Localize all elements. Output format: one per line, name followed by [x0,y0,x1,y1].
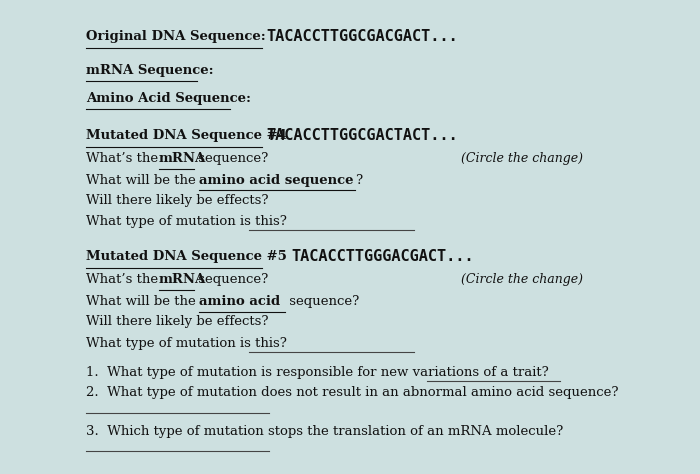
Text: Amino Acid Sequence:: Amino Acid Sequence: [86,92,251,105]
Text: sequence?: sequence? [193,152,268,165]
Text: ?: ? [355,173,362,187]
Text: amino acid sequence: amino acid sequence [199,173,353,187]
Text: (Circle the change): (Circle the change) [461,273,582,286]
Text: mRNA: mRNA [159,273,206,286]
Text: What type of mutation is this?: What type of mutation is this? [86,215,287,228]
Text: sequence?: sequence? [285,295,359,308]
Text: Original DNA Sequence:: Original DNA Sequence: [86,30,266,43]
Text: What type of mutation is this?: What type of mutation is this? [86,337,287,350]
Text: What’s the: What’s the [86,152,162,165]
Text: TACACCTTGGGACGACT...: TACACCTTGGGACGACT... [291,249,474,264]
Text: sequence?: sequence? [193,273,268,286]
Text: 2.  What type of mutation does not result in an abnormal amino acid sequence?: 2. What type of mutation does not result… [86,386,619,400]
Text: TACACCTTGGCGACTACT...: TACACCTTGGCGACTACT... [266,128,458,143]
Text: TACACCTTGGCGACGACT...: TACACCTTGGCGACGACT... [266,29,458,44]
Text: Will there likely be effects?: Will there likely be effects? [86,194,269,207]
Text: 3.  Which type of mutation stops the translation of an mRNA molecule?: 3. Which type of mutation stops the tran… [86,425,564,438]
Text: mRNA: mRNA [159,152,206,165]
Text: Mutated DNA Sequence #4: Mutated DNA Sequence #4 [86,129,287,142]
Text: amino acid: amino acid [199,295,280,308]
Text: What will be the: What will be the [86,173,200,187]
Text: (Circle the change): (Circle the change) [461,152,582,165]
Text: Will there likely be effects?: Will there likely be effects? [86,315,269,328]
Text: What will be the: What will be the [86,295,200,308]
Text: What’s the: What’s the [86,273,162,286]
Text: mRNA Sequence:: mRNA Sequence: [86,64,214,77]
Text: 1.  What type of mutation is responsible for new variations of a trait?: 1. What type of mutation is responsible … [86,366,549,380]
Text: Mutated DNA Sequence #5: Mutated DNA Sequence #5 [86,250,287,263]
